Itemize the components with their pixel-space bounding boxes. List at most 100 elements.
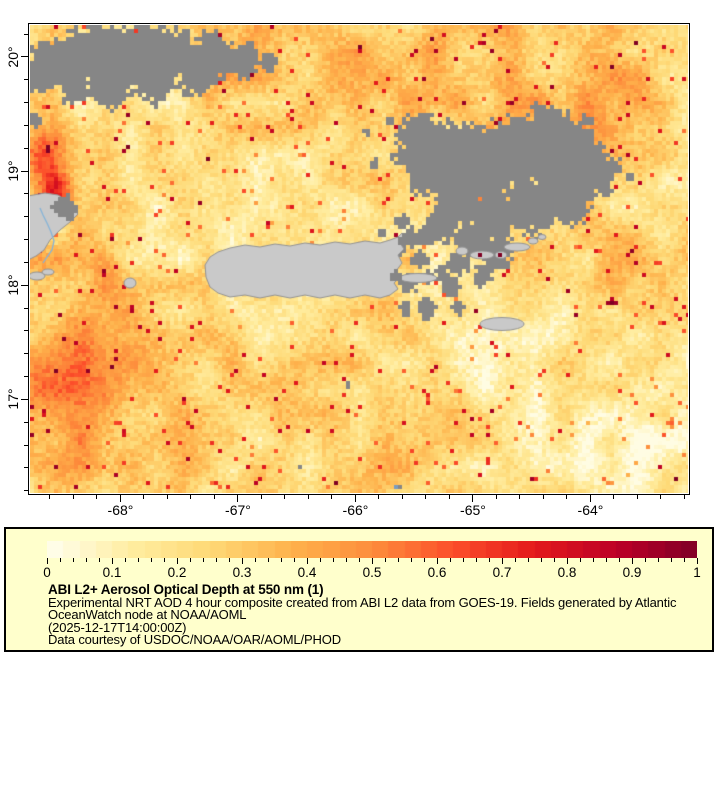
lon-tick-label: -67° [225, 502, 251, 518]
product-title: ABI L2+ Aerosol Optical Depth at 550 nm … [48, 582, 324, 597]
colorbar-tick-label: 0.5 [362, 565, 382, 580]
colorbar-tick [280, 558, 282, 562]
lon-tick [589, 495, 591, 502]
lon-tick [284, 495, 286, 499]
lon-tick [636, 495, 638, 499]
lat-tick-label: 18° [5, 274, 21, 296]
lon-tick [378, 495, 380, 499]
colorbar-tick [605, 558, 607, 562]
colorbar-tick [293, 558, 295, 562]
colorbar-tick-label: 0.6 [427, 565, 447, 580]
lon-tick [49, 495, 51, 499]
colorbar-tick-label: 0.1 [102, 565, 122, 580]
colorbar-tick [332, 558, 334, 562]
colorbar-tick [306, 558, 308, 564]
lon-tick [519, 495, 521, 499]
colorbar-tick-label: 0.9 [622, 565, 642, 580]
lon-tick [542, 495, 544, 499]
lon-tick [307, 495, 309, 499]
lat-tick [21, 284, 28, 286]
lon-tick [683, 495, 685, 499]
colorbar-tick [657, 558, 659, 562]
lon-tick [237, 495, 239, 502]
caption-timestamp: (2025-12-17T14:00:00Z) [48, 619, 187, 635]
colorbar-tick [670, 558, 672, 562]
caption-line: Experimental NRT AOD 4 hour composite cr… [48, 595, 677, 610]
colorbar-tick [514, 558, 516, 562]
colorbar-tick [137, 558, 139, 562]
lon-tick [213, 495, 215, 499]
colorbar-tick [410, 558, 412, 562]
lon-tick [119, 495, 121, 502]
colorbar-tick [150, 558, 152, 562]
lon-tick [566, 495, 568, 499]
colorbar-tick [488, 558, 490, 562]
colorbar-tick [540, 558, 542, 562]
lat-tick [21, 56, 28, 58]
lon-tick [72, 495, 74, 499]
aod-field-map [30, 25, 688, 493]
colorbar-tick [683, 558, 685, 562]
lat-tick-label: 20° [5, 46, 21, 68]
colorbar-tick [644, 558, 646, 562]
lat-tick-label: 19° [5, 160, 21, 182]
caption-credit: Data courtesy of USDOC/NOAA/OAR/AOML/PHO… [48, 632, 341, 648]
lon-tick [354, 495, 356, 502]
lon-tick-label: -64° [577, 502, 604, 518]
colorbar-tick [202, 558, 204, 562]
lon-tick [331, 495, 333, 499]
lon-tick-label: -68° [107, 502, 134, 518]
lat-tick [21, 170, 28, 172]
colorbar-tick-label: 0.8 [557, 565, 577, 580]
colorbar-tick [462, 558, 464, 562]
lon-tick [166, 495, 168, 499]
lon-tick [425, 495, 427, 499]
lon-tick [495, 495, 497, 499]
colorbar-tick [592, 558, 594, 562]
colorbar-tick [358, 558, 360, 562]
colorbar-tick [579, 558, 581, 562]
colorbar-tick [111, 558, 113, 564]
colorbar-tick [384, 558, 386, 562]
lon-tick [96, 495, 98, 499]
colorbar-tick [189, 558, 191, 562]
colorbar-tick [553, 558, 555, 562]
lat-tick-label: 17° [5, 388, 21, 410]
colorbar-tick [267, 558, 269, 562]
colorbar-tick [371, 558, 373, 564]
colorbar-tick [449, 558, 451, 562]
colorbar [47, 541, 697, 558]
colorbar-tick [241, 558, 243, 564]
colorbar-tick-label: 0.2 [167, 565, 187, 580]
colorbar-tick [163, 558, 165, 562]
colorbar-tick [618, 558, 620, 562]
lon-tick-label: -66° [342, 502, 369, 518]
colorbar-tick-label: 0.3 [232, 565, 252, 580]
colorbar-tick-label: 0 [43, 565, 51, 580]
colorbar-tick [319, 558, 321, 562]
colorbar-tick-label: 0.4 [297, 565, 317, 580]
colorbar-tick [397, 558, 399, 562]
colorbar-tick [436, 558, 438, 564]
colorbar-tick [566, 558, 568, 564]
colorbar-tick [527, 558, 529, 562]
lon-tick [143, 495, 145, 499]
colorbar-tick [228, 558, 230, 562]
colorbar-tick [631, 558, 633, 564]
colorbar-tick-label: 0.7 [492, 565, 512, 580]
colorbar-tick [215, 558, 217, 562]
colorbar-tick [475, 558, 477, 562]
colorbar-tick-label: 1 [693, 565, 701, 580]
colorbar-tick [85, 558, 87, 562]
lon-tick [448, 495, 450, 499]
colorbar-tick [46, 558, 48, 564]
colorbar-tick [59, 558, 61, 562]
colorbar-tick [72, 558, 74, 562]
lon-tick-label: -65° [460, 502, 486, 518]
lat-tick [21, 398, 28, 400]
colorbar-tick [423, 558, 425, 562]
colorbar-tick [124, 558, 126, 562]
lon-tick [613, 495, 615, 499]
lon-tick [472, 495, 474, 502]
lon-tick [190, 495, 192, 499]
